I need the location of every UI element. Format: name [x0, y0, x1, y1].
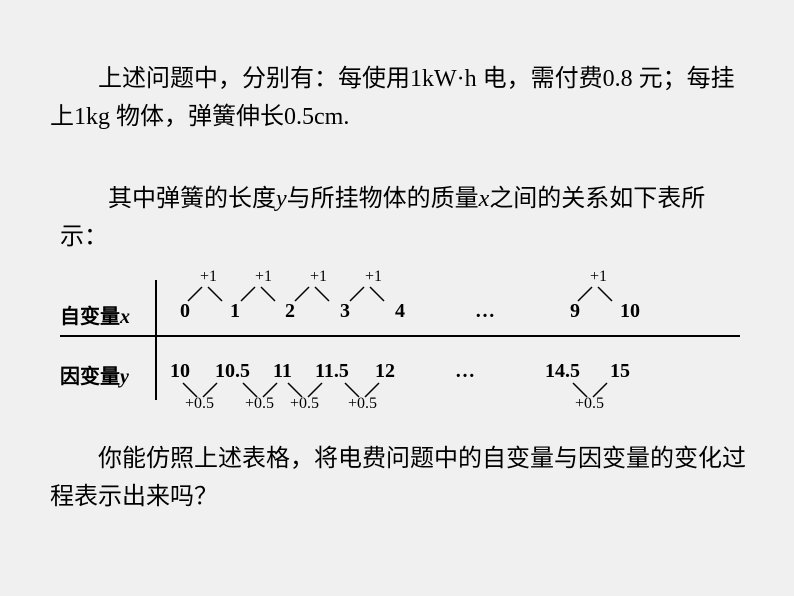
label-y-pre: 因变量 [60, 366, 120, 388]
table-hline [60, 335, 740, 337]
arc-x-2 [238, 284, 278, 304]
p2-var-y: y [276, 186, 287, 212]
inc-y-5: +0.5 [575, 395, 604, 413]
x-val-7: 10 [620, 300, 640, 323]
arc-x-1 [185, 284, 225, 304]
inc-y-4: +0.5 [348, 395, 377, 413]
paragraph-2: 其中弹簧的长度y与所挂物体的质量x之间的关系如下表所示： [60, 180, 720, 257]
inc-y-3: +0.5 [290, 395, 319, 413]
paragraph-3: 你能仿照上述表格，将电费问题中的自变量与因变量的变化过程表示出来吗？ [50, 440, 750, 517]
label-x-var: x [120, 306, 130, 328]
p2-text-a: 其中弹簧的长度 [108, 186, 276, 212]
row-label-y: 因变量y [60, 360, 129, 389]
x-val-5: … [475, 300, 495, 323]
inc-y-2: +0.5 [245, 395, 274, 413]
row-label-x: 自变量x [60, 300, 130, 329]
label-x-pre: 自变量 [60, 306, 120, 328]
label-y-var: y [120, 366, 129, 388]
arc-x-3 [292, 284, 332, 304]
arc-x-5 [575, 284, 615, 304]
y-val-7: 15 [610, 360, 630, 383]
table-vline [155, 280, 157, 400]
y-val-5: … [455, 360, 475, 383]
inc-y-1: +0.5 [185, 395, 214, 413]
paragraph-1: 上述问题中，分别有：每使用1kW·h 电，需付费0.8 元；每挂上1kg 物体，… [50, 60, 750, 137]
p2-text-b: 与所挂物体的质量 [287, 186, 479, 212]
arc-x-4 [347, 284, 387, 304]
p2-var-x: x [479, 186, 490, 212]
x-val-4: 4 [395, 300, 405, 323]
